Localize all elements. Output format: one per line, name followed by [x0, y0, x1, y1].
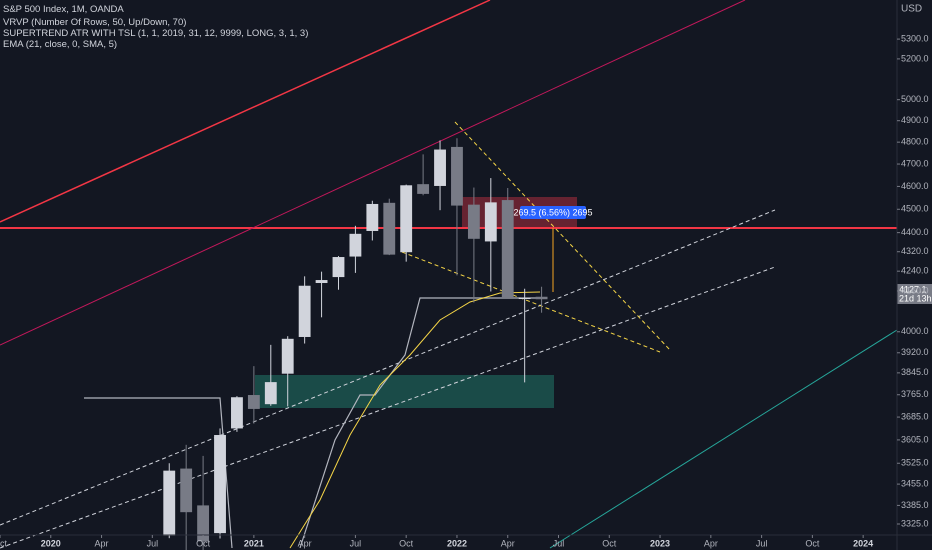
channel-line — [0, 0, 491, 223]
candle-body — [535, 296, 548, 300]
candle-body — [400, 185, 413, 253]
candle-body — [163, 470, 176, 536]
x-tick-label: Apr — [501, 538, 515, 548]
y-tick-label: 4320.0 — [901, 246, 929, 256]
wedge-line — [454, 121, 671, 351]
candle-body — [501, 200, 514, 299]
y-tick-label: 4900.0 — [901, 115, 929, 125]
candle-body — [180, 468, 193, 513]
supertrend — [84, 397, 233, 549]
y-tick-label: 3845.0 — [901, 367, 929, 377]
y-tick-label: 3525.0 — [901, 458, 929, 468]
candle-body — [298, 285, 311, 337]
x-tick-label: Oct — [805, 538, 820, 548]
x-tick-label: Oct — [196, 538, 211, 548]
y-tick-label: 4400.0 — [901, 227, 929, 237]
x-tick-label: 2022 — [447, 538, 467, 548]
countdown: 21d 13h — [899, 293, 932, 303]
y-tick-label: 5200.0 — [901, 53, 929, 63]
y-tick-label: 5300.0 — [901, 33, 929, 43]
candle-body — [366, 203, 379, 231]
x-tick-label: Jul — [756, 538, 768, 548]
candle-body — [484, 202, 497, 242]
y-tick-label: 3455.0 — [901, 478, 929, 488]
y-tick-label: 3385.0 — [901, 500, 929, 510]
channel-line — [0, 0, 746, 346]
x-tick-label: Jul — [553, 538, 565, 548]
supertrend — [299, 297, 540, 549]
x-tick-label: Apr — [298, 538, 312, 548]
x-tick-label: Jul — [350, 538, 362, 548]
candle-body — [349, 233, 362, 257]
y-tick-label: 3920.0 — [901, 347, 929, 357]
candle-body — [231, 397, 243, 429]
price-tag-bg — [897, 284, 932, 304]
candle-body — [197, 505, 210, 542]
candle-body — [247, 395, 260, 409]
y-tick-label: 4600.0 — [901, 181, 929, 191]
x-tick-label: Apr — [704, 538, 718, 548]
x-tick-label: Oct — [602, 538, 617, 548]
y-tick-label: 4240.0 — [901, 266, 929, 276]
indicator-label: VRVP (Number Of Rows, 50, Up/Down, 70) — [3, 17, 186, 28]
candle-body — [281, 338, 294, 374]
x-tick-label: 2021 — [244, 538, 264, 548]
candle-body — [383, 202, 396, 255]
candle-body — [264, 382, 277, 405]
candle-body — [214, 435, 226, 534]
x-tick-label: 2020 — [41, 538, 61, 548]
y-tick-label: 4800.0 — [901, 137, 929, 147]
y-tick-label: 3765.0 — [901, 389, 929, 399]
indicator-label: SUPERTREND ATR WITH TSL (1, 1, 2019, 31,… — [3, 28, 308, 39]
candle-body — [451, 146, 463, 206]
chart-title: S&P 500 Index, 1M, OANDA — [3, 4, 124, 15]
y-tick-label: 3325.0 — [901, 518, 929, 528]
x-tick-label: Oct — [399, 538, 414, 548]
price-tag: 4127.1 — [899, 284, 927, 294]
x-tick-label: 2024 — [853, 538, 873, 548]
x-tick-label: Apr — [95, 538, 109, 548]
price-axis — [897, 0, 932, 550]
y-tick-label: 3685.0 — [901, 411, 929, 421]
candle-body — [417, 184, 430, 194]
candle-body — [332, 257, 345, 278]
y-tick-label: 5000.0 — [901, 94, 929, 104]
trend-line — [549, 329, 898, 549]
axis-unit: USD — [901, 4, 922, 15]
measure-label-bg — [520, 206, 586, 219]
demand-zone — [255, 375, 554, 408]
candle-body — [315, 280, 328, 284]
y-tick-label: 4500.0 — [901, 204, 929, 214]
indicator-label: EMA (21, close, 0, SMA, 5) — [3, 39, 117, 50]
y-tick-label: 4000.0 — [901, 326, 929, 336]
x-tick-label: Oct — [0, 538, 7, 548]
candle-body — [434, 149, 446, 186]
y-tick-label: 3605.0 — [901, 434, 929, 444]
measure-label: 269.5 (6.56%) 2695 — [513, 207, 592, 217]
y-tick-label: 4160.0 — [901, 285, 929, 295]
x-tick-label: Jul — [147, 538, 159, 548]
candle-body — [518, 298, 531, 300]
trend-line — [0, 266, 776, 549]
ema — [289, 291, 541, 549]
x-tick-label: 2023 — [650, 538, 670, 548]
y-tick-label: 4700.0 — [901, 158, 929, 168]
candle-body — [467, 204, 480, 239]
